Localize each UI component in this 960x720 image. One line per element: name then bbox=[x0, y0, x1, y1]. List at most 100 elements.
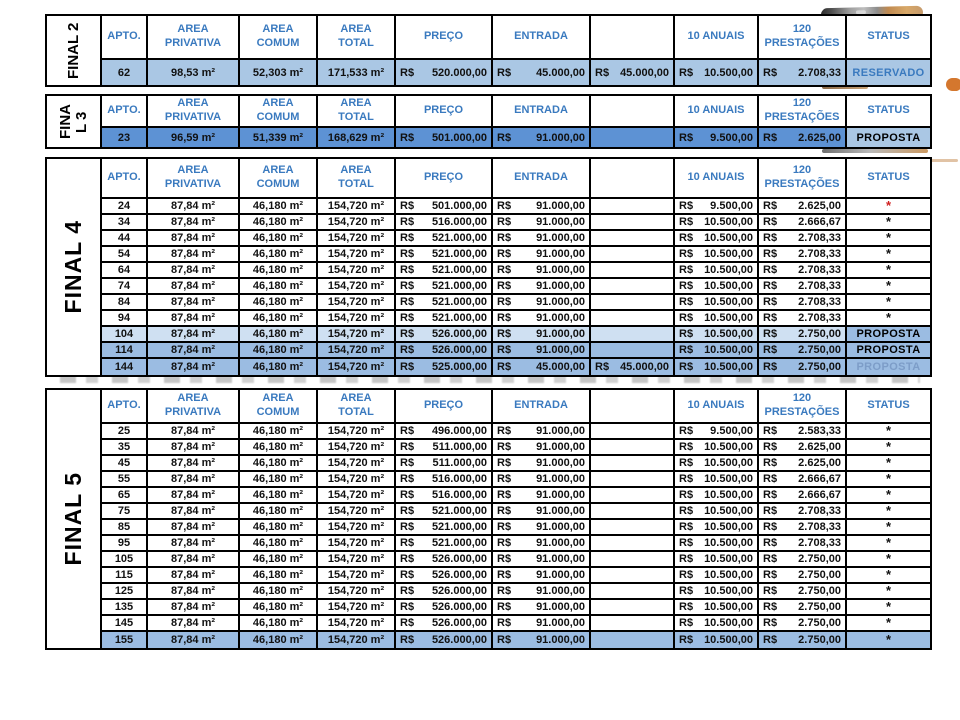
cell-entrada[interactable]: R$ 91.000,00 bbox=[493, 440, 591, 454]
cell-comum[interactable]: 46,180 m² bbox=[240, 295, 318, 309]
cell-entrada[interactable]: R$ 91.000,00 bbox=[493, 488, 591, 502]
status-cell[interactable]: PROPOSTA bbox=[847, 128, 930, 147]
cell-priv[interactable]: 87,84 m² bbox=[148, 536, 240, 550]
cell-extra[interactable] bbox=[591, 504, 675, 518]
cell-comum[interactable]: 46,180 m² bbox=[240, 215, 318, 229]
cell-comum[interactable]: 46,180 m² bbox=[240, 568, 318, 582]
status-cell[interactable]: RESERVADO bbox=[847, 60, 930, 85]
cell-anuais[interactable]: R$ 10.500,00 bbox=[675, 215, 759, 229]
cell-apto[interactable]: 105 bbox=[102, 552, 148, 566]
status-cell[interactable]: * bbox=[847, 600, 930, 614]
cell-comum[interactable]: 46,180 m² bbox=[240, 279, 318, 293]
cell-anuais[interactable]: R$ 10.500,00 bbox=[675, 231, 759, 245]
status-cell[interactable]: * bbox=[847, 536, 930, 550]
cell-total[interactable]: 168,629 m² bbox=[318, 128, 396, 147]
cell-apto[interactable]: 95 bbox=[102, 536, 148, 550]
cell-entrada[interactable]: R$ 91.000,00 bbox=[493, 616, 591, 630]
cell-comum[interactable]: 46,180 m² bbox=[240, 199, 318, 213]
cell-entrada[interactable]: R$ 91.000,00 bbox=[493, 327, 591, 341]
cell-entrada[interactable]: R$ 91.000,00 bbox=[493, 600, 591, 614]
cell-preco[interactable]: R$ 521.000,00 bbox=[396, 520, 493, 534]
cell-anuais[interactable]: R$ 10.500,00 bbox=[675, 616, 759, 630]
cell-prest[interactable]: R$ 2.708,33 bbox=[759, 60, 847, 85]
cell-extra[interactable] bbox=[591, 215, 675, 229]
cell-comum[interactable]: 46,180 m² bbox=[240, 311, 318, 325]
cell-priv[interactable]: 87,84 m² bbox=[148, 231, 240, 245]
cell-entrada[interactable]: R$ 91.000,00 bbox=[493, 311, 591, 325]
cell-priv[interactable]: 87,84 m² bbox=[148, 359, 240, 375]
cell-prest[interactable]: R$ 2.750,00 bbox=[759, 632, 847, 648]
status-cell[interactable]: * bbox=[847, 279, 930, 293]
status-cell[interactable]: * bbox=[847, 552, 930, 566]
cell-preco[interactable]: R$ 516.000,00 bbox=[396, 215, 493, 229]
cell-entrada[interactable]: R$ 91.000,00 bbox=[493, 343, 591, 357]
cell-anuais[interactable]: R$ 10.500,00 bbox=[675, 456, 759, 470]
cell-comum[interactable]: 46,180 m² bbox=[240, 632, 318, 648]
cell-apto[interactable]: 34 bbox=[102, 215, 148, 229]
cell-extra[interactable] bbox=[591, 128, 675, 147]
cell-comum[interactable]: 46,180 m² bbox=[240, 440, 318, 454]
cell-entrada[interactable]: R$ 91.000,00 bbox=[493, 584, 591, 598]
cell-total[interactable]: 154,720 m² bbox=[318, 295, 396, 309]
cell-total[interactable]: 154,720 m² bbox=[318, 488, 396, 502]
cell-total[interactable]: 154,720 m² bbox=[318, 424, 396, 438]
cell-prest[interactable]: R$ 2.708,33 bbox=[759, 263, 847, 277]
status-cell[interactable]: * bbox=[847, 295, 930, 309]
cell-entrada[interactable]: R$ 91.000,00 bbox=[493, 279, 591, 293]
cell-entrada[interactable]: R$ 91.000,00 bbox=[493, 520, 591, 534]
cell-preco[interactable]: R$ 521.000,00 bbox=[396, 247, 493, 261]
cell-preco[interactable]: R$ 516.000,00 bbox=[396, 472, 493, 486]
cell-anuais[interactable]: R$ 10.500,00 bbox=[675, 568, 759, 582]
cell-priv[interactable]: 87,84 m² bbox=[148, 247, 240, 261]
cell-prest[interactable]: R$ 2.708,33 bbox=[759, 536, 847, 550]
status-cell[interactable]: * bbox=[847, 520, 930, 534]
cell-total[interactable]: 154,720 m² bbox=[318, 231, 396, 245]
cell-total[interactable]: 154,720 m² bbox=[318, 215, 396, 229]
cell-entrada[interactable]: R$ 45.000,00 bbox=[493, 359, 591, 375]
cell-extra[interactable]: R$ 45.000,00 bbox=[591, 60, 675, 85]
cell-extra[interactable] bbox=[591, 263, 675, 277]
cell-preco[interactable]: R$ 526.000,00 bbox=[396, 600, 493, 614]
cell-entrada[interactable]: R$ 91.000,00 bbox=[493, 536, 591, 550]
cell-apto[interactable]: 54 bbox=[102, 247, 148, 261]
cell-comum[interactable]: 46,180 m² bbox=[240, 584, 318, 598]
cell-preco[interactable]: R$ 526.000,00 bbox=[396, 343, 493, 357]
cell-preco[interactable]: R$ 521.000,00 bbox=[396, 295, 493, 309]
cell-entrada[interactable]: R$ 91.000,00 bbox=[493, 247, 591, 261]
cell-prest[interactable]: R$ 2.750,00 bbox=[759, 552, 847, 566]
cell-extra[interactable] bbox=[591, 488, 675, 502]
cell-apto[interactable]: 135 bbox=[102, 600, 148, 614]
cell-preco[interactable]: R$ 511.000,00 bbox=[396, 456, 493, 470]
status-cell[interactable]: * bbox=[847, 247, 930, 261]
cell-extra[interactable] bbox=[591, 440, 675, 454]
cell-priv[interactable]: 87,84 m² bbox=[148, 456, 240, 470]
status-cell[interactable]: * bbox=[847, 199, 930, 213]
cell-comum[interactable]: 46,180 m² bbox=[240, 616, 318, 630]
cell-preco[interactable]: R$ 521.000,00 bbox=[396, 311, 493, 325]
cell-preco[interactable]: R$ 496.000,00 bbox=[396, 424, 493, 438]
cell-priv[interactable]: 87,84 m² bbox=[148, 440, 240, 454]
cell-priv[interactable]: 87,84 m² bbox=[148, 215, 240, 229]
cell-anuais[interactable]: R$ 10.500,00 bbox=[675, 488, 759, 502]
cell-extra[interactable] bbox=[591, 231, 675, 245]
cell-apto[interactable]: 55 bbox=[102, 472, 148, 486]
cell-apto[interactable]: 75 bbox=[102, 504, 148, 518]
cell-extra[interactable] bbox=[591, 295, 675, 309]
cell-apto[interactable]: 25 bbox=[102, 424, 148, 438]
cell-prest[interactable]: R$ 2.708,33 bbox=[759, 279, 847, 293]
cell-preco[interactable]: R$ 526.000,00 bbox=[396, 568, 493, 582]
cell-priv[interactable]: 87,84 m² bbox=[148, 552, 240, 566]
cell-extra[interactable]: R$ 45.000,00 bbox=[591, 359, 675, 375]
cell-apto[interactable]: 35 bbox=[102, 440, 148, 454]
cell-total[interactable]: 154,720 m² bbox=[318, 536, 396, 550]
cell-apto[interactable]: 145 bbox=[102, 616, 148, 630]
cell-entrada[interactable]: R$ 91.000,00 bbox=[493, 632, 591, 648]
cell-priv[interactable]: 87,84 m² bbox=[148, 632, 240, 648]
cell-total[interactable]: 154,720 m² bbox=[318, 440, 396, 454]
cell-priv[interactable]: 87,84 m² bbox=[148, 600, 240, 614]
cell-anuais[interactable]: R$ 10.500,00 bbox=[675, 247, 759, 261]
status-cell[interactable]: * bbox=[847, 568, 930, 582]
cell-anuais[interactable]: R$ 10.500,00 bbox=[675, 311, 759, 325]
status-cell[interactable]: * bbox=[847, 584, 930, 598]
cell-entrada[interactable]: R$ 91.000,00 bbox=[493, 263, 591, 277]
